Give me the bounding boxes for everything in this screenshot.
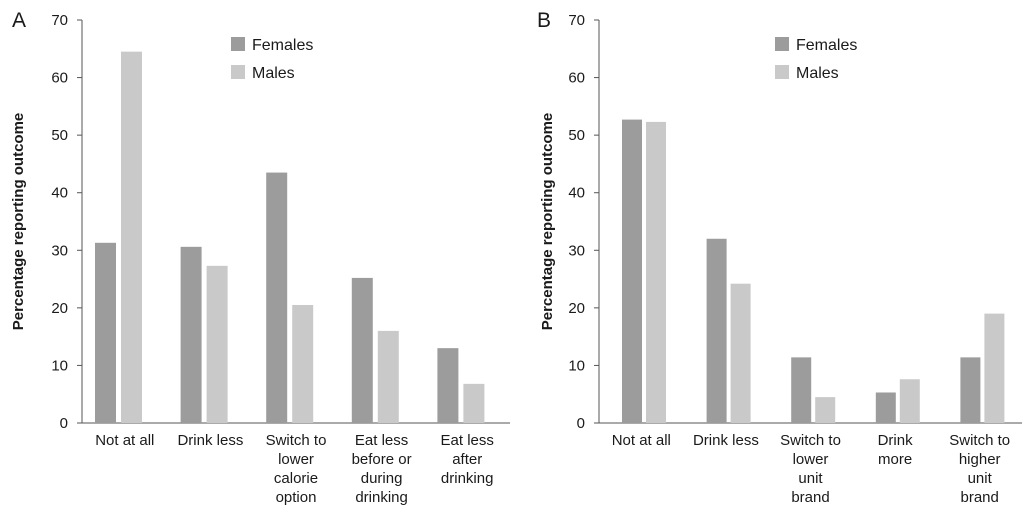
bar-males-4	[463, 383, 485, 423]
x-category-label: lower	[793, 451, 829, 468]
bar-males-0	[646, 121, 666, 423]
panel-a-chart: A Percentage reporting outcome 0 10 20 30 40 50…	[10, 9, 510, 506]
legend-swatch	[775, 37, 789, 51]
x-category-label: Switch to	[780, 432, 841, 449]
y-tick-label: 40	[568, 185, 585, 202]
legend-label: Males	[796, 65, 839, 82]
x-category-label: before or	[352, 451, 412, 468]
x-category-label: Not at all	[95, 432, 154, 449]
x-category-label: higher	[959, 451, 1001, 468]
bar-males-1	[730, 283, 751, 423]
bar-males-3	[377, 330, 399, 423]
bar-males-3	[899, 379, 920, 423]
x-category-label: Not at all	[612, 432, 671, 449]
x-category-label: brand	[961, 489, 999, 506]
y-tick-label: 30	[568, 242, 585, 259]
bar-females-2	[791, 357, 812, 423]
y-tick-label: 20	[51, 300, 68, 317]
legend-label: Females	[796, 37, 857, 54]
x-category-label: Eat less	[441, 432, 494, 449]
x-category-label: drinking	[441, 470, 494, 487]
y-tick-label: 60	[51, 70, 68, 87]
y-axis-label: Percentage reporting outcome	[539, 113, 556, 331]
x-category-label: Drink	[878, 432, 914, 449]
bar-females-4	[960, 357, 981, 423]
y-tick-label: 40	[51, 185, 68, 202]
y-axis-label: Percentage reporting outcome	[10, 113, 27, 331]
legend-label: Males	[252, 65, 295, 82]
bar-females-0	[95, 242, 116, 423]
bar-females-4	[437, 348, 459, 423]
legend-swatch	[231, 65, 245, 79]
x-category-label: unit	[968, 470, 993, 487]
x-category-label: option	[276, 489, 317, 506]
panel-label: A	[12, 9, 26, 32]
bar-females-1	[706, 238, 727, 423]
x-category-label: after	[452, 451, 482, 468]
bar-males-0	[121, 51, 142, 424]
y-tick-label: 20	[568, 300, 585, 317]
x-category-label: Drink less	[177, 432, 243, 449]
x-category-label: Eat less	[355, 432, 408, 449]
legend-label: Females	[252, 37, 313, 54]
x-category-label: calorie	[274, 470, 318, 487]
y-tick-label: 10	[51, 357, 68, 374]
y-tick-label: 50	[568, 127, 585, 144]
x-category-label: drinking	[355, 489, 408, 506]
legend-swatch	[775, 65, 789, 79]
y-tick-label: 10	[568, 357, 585, 374]
y-tick-label: 70	[51, 12, 68, 29]
y-tick-label: 60	[568, 70, 585, 87]
x-category-label: Switch to	[949, 432, 1010, 449]
legend-swatch	[231, 37, 245, 51]
bar-females-3	[351, 277, 373, 423]
y-tick-label: 30	[51, 242, 68, 259]
x-category-label: Switch to	[266, 432, 327, 449]
y-tick-label: 0	[60, 415, 68, 432]
x-category-label: brand	[791, 489, 829, 506]
bar-females-2	[266, 172, 288, 423]
bar-males-4	[984, 313, 1005, 423]
y-tick-label: 50	[51, 127, 68, 144]
x-category-label: during	[361, 470, 403, 487]
bar-females-1	[180, 246, 202, 423]
panel-label: B	[537, 9, 551, 32]
y-tick-label: 70	[568, 12, 585, 29]
bar-females-3	[875, 392, 896, 423]
bar-males-1	[206, 265, 228, 423]
x-category-label: unit	[798, 470, 823, 487]
bar-males-2	[292, 304, 314, 423]
x-category-label: more	[878, 451, 912, 468]
bar-females-0	[622, 119, 642, 423]
x-category-label: lower	[278, 451, 314, 468]
x-category-label: Drink less	[693, 432, 759, 449]
bar-males-2	[815, 397, 836, 423]
panel-b-chart: B Percentage reporting outcome 0 10 20 30 40 50…	[537, 9, 1022, 506]
y-tick-label: 0	[577, 415, 585, 432]
